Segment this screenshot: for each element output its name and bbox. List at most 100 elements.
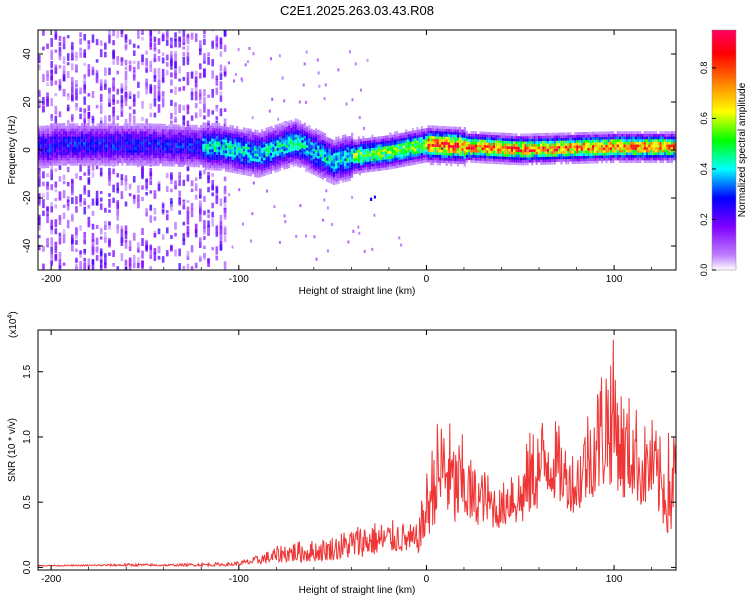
spectrogram-cell xyxy=(112,262,115,267)
spectrogram-cell xyxy=(179,150,183,154)
spectrogram-cell xyxy=(555,153,559,157)
spectrogram-cell xyxy=(132,94,136,102)
spectrogram-cell xyxy=(99,116,103,122)
spectrogram-cell xyxy=(384,146,387,149)
spectrogram-cell xyxy=(407,136,410,140)
spectrogram-cell xyxy=(110,162,113,166)
spectrogram-cell xyxy=(540,141,543,144)
spectrogram-cell xyxy=(594,152,597,156)
spectrogram-cell xyxy=(247,136,250,140)
spectrogram-cell xyxy=(335,179,338,182)
spectrogram-cell xyxy=(121,131,124,134)
spectrogram-cell xyxy=(301,139,304,143)
spectrogram-cell xyxy=(546,151,550,155)
spectrogram-cell xyxy=(341,142,345,146)
spectrogram-cell xyxy=(274,159,277,162)
spectrogram-cell xyxy=(600,131,604,135)
spectrogram-cell xyxy=(128,113,132,121)
spectrogram-cell xyxy=(346,144,349,148)
spectrogram-cell xyxy=(396,141,399,145)
spectrogram-cell xyxy=(107,139,111,142)
spectrogram-cell xyxy=(359,88,362,92)
spectrogram-cell xyxy=(308,159,311,163)
spectrogram-cell xyxy=(389,166,392,170)
spectrogram-cell xyxy=(76,123,79,127)
spectrogram-cell xyxy=(287,131,291,134)
spectrogram-cell xyxy=(341,166,345,170)
spectrogram-cell xyxy=(278,157,282,161)
spectrogram-cell xyxy=(344,150,347,154)
spectrogram-cell xyxy=(159,144,162,148)
spectrogram-cell xyxy=(531,143,534,147)
spectrogram-cell xyxy=(141,147,144,150)
spectrogram-cell xyxy=(427,151,430,155)
spectrogram-cell xyxy=(488,134,491,138)
spectrogram-cell xyxy=(199,173,202,179)
spectrogram-cell xyxy=(328,145,331,149)
spectrogram-cell xyxy=(153,42,157,50)
spectrogram-cell xyxy=(510,151,514,155)
spectrogram-cell xyxy=(227,161,230,165)
spectrogram-cell xyxy=(281,122,284,126)
spectrogram-cell xyxy=(69,136,72,140)
spectrogram-cell xyxy=(139,123,142,127)
spectrogram-cell xyxy=(405,160,408,164)
spectrogram-cell xyxy=(495,150,498,154)
spectrogram-cell xyxy=(558,148,561,152)
spectrogram-cell xyxy=(218,146,221,150)
spectrogram-cell xyxy=(600,150,604,153)
spectrogram-cell xyxy=(391,158,394,162)
spectrogram-cell xyxy=(339,146,342,149)
spectrogram-cell xyxy=(164,134,167,138)
spectrogram-cell xyxy=(116,228,120,234)
spectrogram-cell xyxy=(159,152,162,156)
spectrogram-cell xyxy=(450,147,453,151)
spectrogram-cell xyxy=(168,155,171,159)
spectrogram-cell xyxy=(337,162,340,166)
spectrogram-cell xyxy=(67,139,70,142)
spectrogram-cell xyxy=(362,167,365,171)
spectrogram-cell xyxy=(83,108,87,113)
spectrogram-cell xyxy=(296,156,300,159)
spectrogram-cell xyxy=(281,154,284,158)
spectrogram-cell xyxy=(69,147,72,150)
spectrogram-cell xyxy=(544,140,547,144)
spectrogram-cell xyxy=(121,147,124,150)
spectrogram-cell xyxy=(414,135,417,139)
spectrogram-cell xyxy=(319,175,322,179)
spectrogram-cell xyxy=(337,149,340,153)
spectrogram-cell xyxy=(168,160,171,164)
spectrogram-cell xyxy=(256,159,259,162)
spectrogram-cell xyxy=(153,53,157,63)
spectrogram-cell xyxy=(134,162,138,166)
spectrogram-cell xyxy=(105,139,108,142)
spectrogram-cell xyxy=(101,147,104,150)
spectrogram-cell xyxy=(339,167,342,171)
spectrogram-cell xyxy=(474,133,478,137)
spectrogram-cell xyxy=(531,159,534,163)
spectrogram-cell xyxy=(553,143,556,147)
spectrogram-cell xyxy=(409,141,412,145)
spectrogram-cell xyxy=(155,123,158,127)
spectrogram-cell xyxy=(215,105,219,112)
spectrogram-cell xyxy=(607,152,610,156)
spectrogram-cell xyxy=(573,148,577,151)
spectrogram-cell xyxy=(483,139,487,143)
spectrogram-cell xyxy=(346,176,349,179)
spectrogram-cell xyxy=(332,163,336,167)
spectrogram-cell xyxy=(337,68,340,72)
spectrogram-cell xyxy=(145,88,148,93)
spectrogram-cell xyxy=(260,139,264,143)
spectrogram-cell xyxy=(211,151,214,155)
spectrogram-cell xyxy=(116,188,120,194)
spectrogram-cell xyxy=(256,174,259,178)
spectrogram-cell xyxy=(411,130,414,134)
spectrogram-cell xyxy=(362,164,365,168)
spectrogram-cell xyxy=(571,158,574,162)
spectrogram-cell xyxy=(474,155,478,158)
spectrogram-cell xyxy=(130,139,133,142)
spectrogram-cell xyxy=(188,145,192,149)
spectrogram-cell xyxy=(490,132,493,135)
spectrogram-cell xyxy=(312,145,315,149)
spectrogram-cell xyxy=(67,136,70,140)
